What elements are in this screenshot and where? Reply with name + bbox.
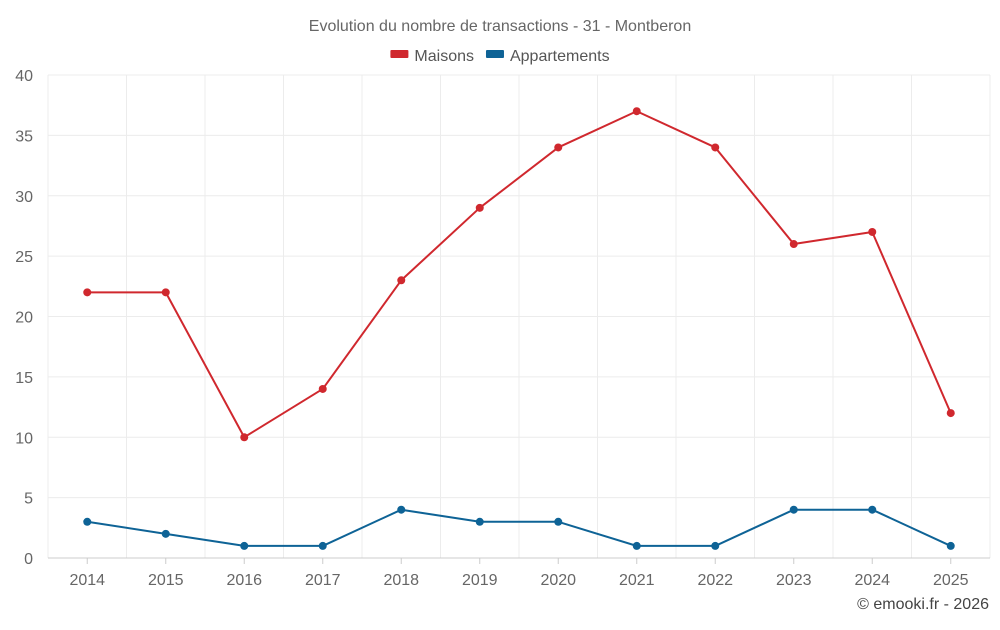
x-tick-label: 2014 [69,572,105,589]
data-point[interactable] [554,143,563,152]
y-tick-label: 0 [24,551,33,568]
chart-title: Evolution du nombre de transactions - 31… [309,18,691,35]
series-layer [83,107,955,550]
grid [47,74,991,558]
legend-label-appartements[interactable]: Appartements [510,48,610,65]
data-point[interactable] [397,276,406,285]
legend-swatch-appartements [485,50,504,58]
series-line [87,508,952,547]
x-tick-label: 2021 [619,572,655,589]
y-tick-label: 10 [15,430,33,447]
x-tick-label: 2024 [854,572,890,589]
legend-swatch-maisons [390,50,409,58]
x-tick-label: 2015 [148,572,184,589]
data-point[interactable] [318,541,327,550]
x-tick-label: 2016 [226,572,262,589]
x-tick-label: 2022 [697,572,733,589]
y-tick-label: 15 [15,370,33,387]
x-tick-label: 2017 [305,572,341,589]
data-point[interactable] [83,288,92,297]
series-maisons [83,107,955,442]
x-tick-label: 2020 [540,572,576,589]
data-point[interactable] [318,384,327,393]
data-point[interactable] [789,505,798,514]
y-tick-label: 35 [15,128,33,145]
data-point[interactable] [711,143,720,152]
y-tick-label: 25 [15,249,33,266]
data-point[interactable] [632,541,641,550]
data-point[interactable] [83,517,92,526]
x-tick-label: 2023 [776,572,812,589]
data-point[interactable] [240,433,249,442]
x-tick-label: 2019 [462,572,498,589]
x-tick-label: 2018 [383,572,419,589]
legend-label-maisons[interactable]: Maisons [414,48,474,65]
data-point[interactable] [868,505,877,514]
data-point[interactable] [946,541,955,550]
y-tick-label: 30 [15,189,33,206]
series-appartements [83,505,955,550]
data-point[interactable] [161,288,170,297]
y-tick-label: 5 [24,491,33,508]
data-point[interactable] [475,517,484,526]
data-point[interactable] [554,517,563,526]
credit-label: © emooki.fr - 2026 [857,596,989,613]
data-point[interactable] [789,240,798,249]
data-point[interactable] [397,505,406,514]
chart-legend: Maisons Appartements [390,48,610,65]
data-point[interactable] [946,409,955,418]
series-line [87,110,952,439]
data-point[interactable] [632,107,641,116]
data-point[interactable] [711,541,720,550]
data-point[interactable] [240,541,249,550]
y-tick-label: 40 [15,68,33,85]
y-tick-label: 20 [15,310,33,327]
data-point[interactable] [475,203,484,212]
data-point[interactable] [161,529,170,538]
x-tick-label: 2025 [933,572,969,589]
data-point[interactable] [868,227,877,236]
